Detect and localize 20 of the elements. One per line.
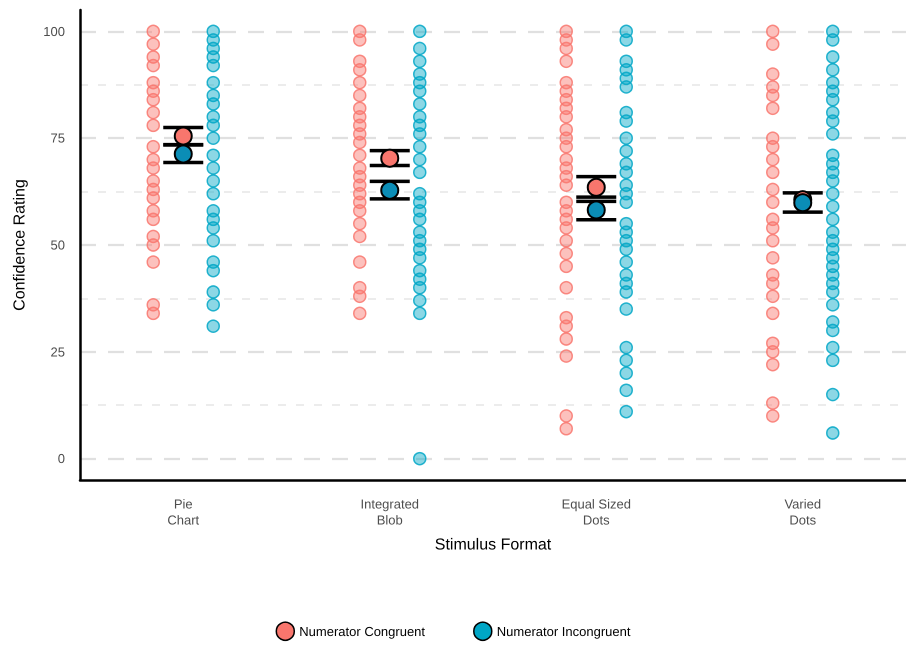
y-tick-label: 0 [58, 451, 65, 466]
point [380, 148, 400, 168]
x-tick-label: Pie Chart [167, 496, 200, 528]
legend-label: Numerator Congruent [299, 624, 426, 639]
y-tick-label: 50 [50, 238, 65, 252]
point [380, 180, 400, 200]
point [174, 144, 193, 164]
y-axis-title: Confidence Rating [12, 179, 28, 311]
x-axis-title: Stimulus Format [434, 536, 552, 554]
point [586, 200, 606, 220]
x-tick-label: Varied Dots [784, 496, 822, 528]
x-tick-label: Integrated Blob [360, 496, 420, 528]
y-tick-label: 25 [50, 344, 65, 360]
point [793, 193, 812, 212]
point [586, 178, 606, 197]
legend-label: Numerator Incongruent [496, 624, 631, 639]
x-tick-label: Equal Sized Dots [562, 496, 631, 528]
y-tick-label: 75 [50, 130, 65, 146]
point [174, 126, 193, 146]
y-tick-label: 100 [43, 24, 65, 39]
